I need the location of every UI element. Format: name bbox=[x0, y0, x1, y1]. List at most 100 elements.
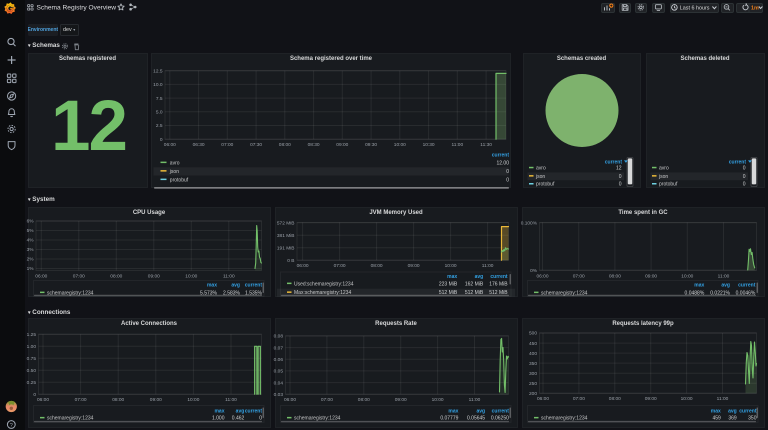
svg-text:1.00: 1.00 bbox=[27, 344, 37, 350]
svg-text:json: json bbox=[658, 174, 668, 180]
svg-text:current: current bbox=[490, 274, 508, 280]
svg-text:avg: avg bbox=[476, 408, 485, 414]
svg-text:6%: 6% bbox=[27, 219, 35, 225]
svg-text:0.06250: 0.06250 bbox=[491, 416, 509, 422]
svg-text:avro: avro bbox=[659, 166, 669, 172]
svg-text:10:30: 10:30 bbox=[423, 142, 435, 148]
svg-text:Used:schemaregistry:1234: Used:schemaregistry:1234 bbox=[294, 281, 354, 287]
svg-text:current: current bbox=[245, 408, 263, 414]
svg-text:Last 6 hours: Last 6 hours bbox=[680, 5, 710, 11]
svg-text:10:00: 10:00 bbox=[187, 397, 199, 403]
svg-text:11:30: 11:30 bbox=[480, 142, 492, 148]
svg-text:avg: avg bbox=[231, 283, 240, 289]
svg-text:07:00: 07:00 bbox=[334, 263, 346, 269]
svg-text:09:00: 09:00 bbox=[148, 273, 160, 279]
svg-text:0: 0 bbox=[619, 174, 622, 180]
svg-text:09:00: 09:00 bbox=[150, 397, 162, 403]
svg-text:0: 0 bbox=[506, 177, 509, 183]
svg-text:512 MiB: 512 MiB bbox=[489, 290, 508, 296]
svg-text:06:30: 06:30 bbox=[193, 142, 205, 148]
svg-text:06:00: 06:00 bbox=[37, 397, 49, 403]
svg-text:459: 459 bbox=[712, 416, 721, 422]
svg-text:11:00: 11:00 bbox=[451, 142, 463, 148]
svg-text:12.5: 12.5 bbox=[153, 68, 163, 74]
svg-text:2.5: 2.5 bbox=[156, 123, 163, 129]
svg-text:08:30: 08:30 bbox=[308, 142, 320, 148]
svg-text:07:30: 07:30 bbox=[250, 142, 262, 148]
svg-text:avg: avg bbox=[475, 274, 484, 280]
svg-text:0.06: 0.06 bbox=[274, 357, 284, 363]
svg-text:10.0: 10.0 bbox=[153, 82, 163, 88]
svg-text:max: max bbox=[447, 274, 457, 280]
svg-text:5.573%: 5.573% bbox=[200, 290, 218, 296]
svg-text:06:00: 06:00 bbox=[536, 273, 548, 279]
svg-text:06:00: 06:00 bbox=[537, 396, 549, 402]
svg-text:0.25: 0.25 bbox=[27, 380, 37, 386]
svg-text:350: 350 bbox=[748, 416, 757, 422]
svg-text:5%: 5% bbox=[27, 228, 35, 234]
svg-text:10:00: 10:00 bbox=[185, 273, 197, 279]
svg-text:08:00: 08:00 bbox=[110, 273, 122, 279]
svg-text:max: max bbox=[207, 283, 217, 289]
svg-text:09:00: 09:00 bbox=[645, 396, 657, 402]
svg-text:schemaregistry:1234: schemaregistry:1234 bbox=[47, 290, 94, 296]
svg-text:5.0: 5.0 bbox=[156, 110, 163, 116]
svg-text:400: 400 bbox=[529, 351, 537, 357]
svg-text:08:00: 08:00 bbox=[112, 397, 124, 403]
svg-text:protobuf: protobuf bbox=[536, 182, 555, 188]
svg-text:300: 300 bbox=[529, 371, 537, 377]
svg-text:json: json bbox=[535, 174, 545, 180]
svg-text:11:00: 11:00 bbox=[482, 263, 494, 269]
svg-text:json: json bbox=[169, 169, 179, 175]
svg-text:schemaregistry:1234: schemaregistry:1234 bbox=[541, 416, 588, 422]
svg-text:512 MiB: 512 MiB bbox=[465, 290, 484, 296]
svg-text:0.0046%: 0.0046% bbox=[736, 290, 756, 296]
svg-text:avg: avg bbox=[236, 408, 245, 414]
svg-text:09:00: 09:00 bbox=[645, 273, 657, 279]
svg-text:avg: avg bbox=[721, 283, 730, 289]
svg-text:0.0221%: 0.0221% bbox=[710, 290, 730, 296]
svg-text:09:00: 09:00 bbox=[336, 142, 348, 148]
svg-text:09:00: 09:00 bbox=[395, 397, 407, 403]
svg-text:2.583%: 2.583% bbox=[223, 290, 241, 296]
svg-text:08:00: 08:00 bbox=[371, 263, 383, 269]
svg-text:07:00: 07:00 bbox=[573, 273, 585, 279]
svg-text:191 MiB: 191 MiB bbox=[277, 245, 295, 251]
svg-text:381 MiB: 381 MiB bbox=[277, 233, 295, 239]
svg-text:10:00: 10:00 bbox=[681, 396, 693, 402]
svg-text:11:00: 11:00 bbox=[718, 273, 730, 279]
svg-text:0.05: 0.05 bbox=[274, 369, 284, 375]
svg-text:1.535%: 1.535% bbox=[245, 290, 263, 296]
svg-text:12: 12 bbox=[616, 166, 622, 172]
svg-text:0: 0 bbox=[160, 137, 163, 143]
svg-text:Schema Registry Overview: Schema Registry Overview bbox=[37, 4, 117, 11]
svg-text:07:00: 07:00 bbox=[573, 396, 585, 402]
svg-text:0.75: 0.75 bbox=[27, 356, 37, 362]
svg-text:572 MiB: 572 MiB bbox=[277, 220, 295, 226]
svg-text:11:00: 11:00 bbox=[223, 273, 235, 279]
svg-text:450: 450 bbox=[529, 341, 537, 347]
svg-text:avro: avro bbox=[170, 160, 180, 166]
svg-text:162 MiB: 162 MiB bbox=[465, 281, 484, 287]
svg-text:0: 0 bbox=[33, 392, 36, 398]
svg-text:schemaregistry:1234: schemaregistry:1234 bbox=[47, 416, 94, 422]
svg-text:07:00: 07:00 bbox=[321, 397, 333, 403]
svg-text:0: 0 bbox=[743, 182, 746, 188]
svg-text:08:00: 08:00 bbox=[358, 397, 370, 403]
svg-text:12.00: 12.00 bbox=[496, 160, 509, 166]
svg-text:0.50: 0.50 bbox=[27, 368, 37, 374]
svg-text:176 MiB: 176 MiB bbox=[489, 281, 508, 287]
svg-text:250: 250 bbox=[529, 381, 537, 387]
svg-text:protobuf: protobuf bbox=[659, 182, 678, 188]
svg-text:06:00: 06:00 bbox=[164, 142, 176, 148]
svg-text:08:00: 08:00 bbox=[609, 273, 621, 279]
svg-text:0.0488%: 0.0488% bbox=[685, 290, 705, 296]
svg-text:08:00: 08:00 bbox=[609, 396, 621, 402]
svg-text:max: max bbox=[694, 283, 704, 289]
svg-text:avro: avro bbox=[536, 166, 546, 172]
svg-text:09:00: 09:00 bbox=[408, 263, 420, 269]
svg-text:protobuf: protobuf bbox=[170, 177, 189, 183]
svg-text:0.07: 0.07 bbox=[274, 345, 284, 351]
svg-text:200: 200 bbox=[529, 391, 537, 397]
svg-text:10:00: 10:00 bbox=[394, 142, 406, 148]
